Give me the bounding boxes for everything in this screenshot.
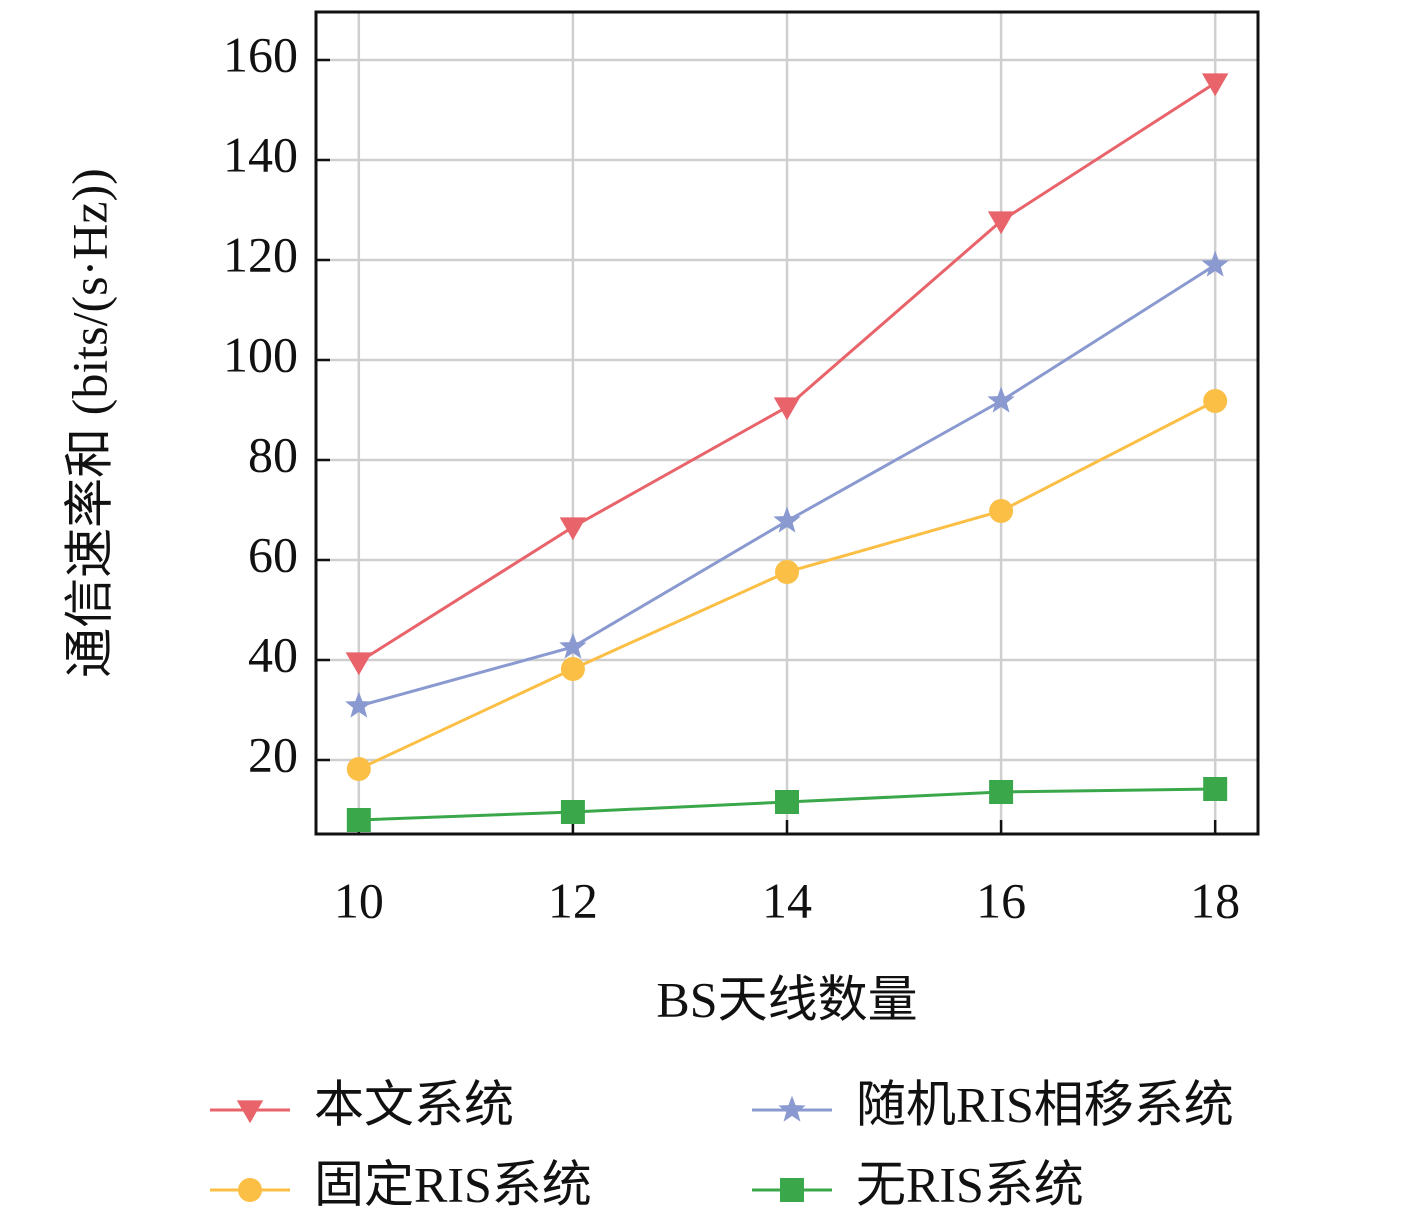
legend-marker — [780, 1178, 804, 1202]
data-point — [559, 632, 587, 659]
x-tick-label: 14 — [762, 872, 812, 928]
data-point — [560, 800, 585, 824]
data-point — [987, 386, 1015, 413]
y-tick-label: 60 — [248, 526, 298, 582]
y-tick-label: 120 — [223, 226, 298, 282]
legend-label: 固定RIS系统 — [314, 1156, 592, 1212]
y-tick-label: 40 — [248, 626, 298, 682]
data-point — [346, 757, 371, 781]
data-point — [773, 397, 801, 421]
x-tick-label: 12 — [548, 872, 598, 928]
legend-label: 随机RIS相移系统 — [856, 1076, 1234, 1132]
data-point — [775, 560, 799, 584]
y-tick-label: 20 — [248, 726, 298, 782]
legend-label: 无RIS系统 — [856, 1156, 1084, 1212]
y-tick-label: 160 — [223, 26, 298, 82]
data-point — [1201, 73, 1229, 97]
x-tick-label: 10 — [334, 872, 384, 928]
x-tick-label: 18 — [1190, 872, 1240, 928]
y-tick-label: 140 — [223, 126, 298, 182]
y-tick-label: 100 — [223, 326, 298, 382]
y-axis-label: 通信速率和 (bits/(s·Hz)) — [61, 168, 117, 678]
data-point — [987, 211, 1015, 235]
legend-marker — [238, 1178, 262, 1202]
x-tick-label: 16 — [976, 872, 1026, 928]
x-axis-label: BS天线数量 — [656, 971, 917, 1027]
data-point — [775, 790, 799, 814]
data-point — [989, 499, 1014, 523]
legend-marker — [778, 1095, 806, 1122]
data-point — [345, 652, 373, 676]
data-point — [1203, 389, 1228, 413]
data-point — [1201, 250, 1229, 277]
plot-frame — [314, 10, 1260, 836]
data-point — [560, 657, 585, 681]
data-point — [989, 780, 1014, 804]
data-point — [346, 808, 371, 832]
data-point — [559, 517, 587, 541]
legend-marker — [236, 1100, 264, 1124]
legend-label: 本文系统 — [314, 1076, 514, 1132]
data-point — [345, 691, 373, 718]
data-point — [1203, 777, 1228, 801]
data-point — [773, 506, 801, 533]
y-tick-label: 80 — [248, 426, 298, 482]
